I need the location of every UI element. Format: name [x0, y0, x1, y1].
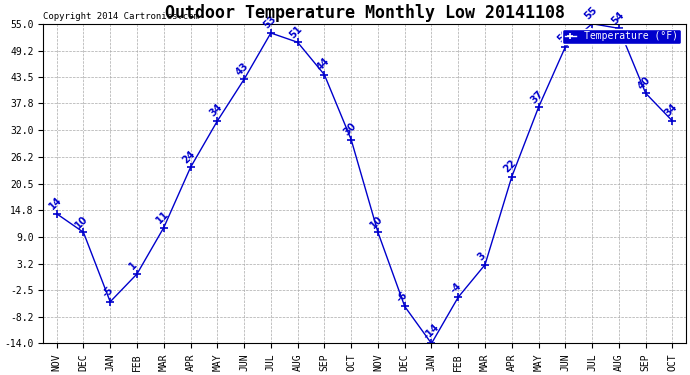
- Text: -5: -5: [101, 285, 115, 300]
- Text: 51: 51: [288, 24, 304, 40]
- Text: Copyright 2014 Cartronics.com: Copyright 2014 Cartronics.com: [43, 12, 199, 21]
- Text: 34: 34: [208, 102, 224, 119]
- Text: 34: 34: [662, 102, 680, 119]
- Text: -4: -4: [448, 280, 463, 295]
- Text: 22: 22: [502, 158, 519, 174]
- Text: 14: 14: [47, 195, 63, 211]
- Text: 54: 54: [609, 10, 626, 26]
- Text: 11: 11: [154, 209, 170, 225]
- Text: 30: 30: [342, 121, 358, 137]
- Title: Outdoor Temperature Monthly Low 20141108: Outdoor Temperature Monthly Low 20141108: [164, 4, 564, 22]
- Text: 40: 40: [636, 75, 653, 91]
- Text: 55: 55: [582, 5, 599, 21]
- Text: 3: 3: [475, 251, 487, 262]
- Text: 44: 44: [315, 56, 331, 72]
- Text: 10: 10: [74, 213, 90, 230]
- Text: -6: -6: [395, 290, 410, 304]
- Text: 10: 10: [368, 213, 385, 230]
- Text: 53: 53: [261, 14, 278, 31]
- Text: 37: 37: [529, 88, 546, 105]
- Text: 1: 1: [127, 260, 139, 272]
- Text: -14: -14: [422, 322, 441, 341]
- Text: 50: 50: [555, 28, 572, 45]
- Legend: Temperature (°F): Temperature (°F): [562, 28, 681, 44]
- Text: 43: 43: [235, 60, 251, 77]
- Text: 24: 24: [181, 148, 197, 165]
